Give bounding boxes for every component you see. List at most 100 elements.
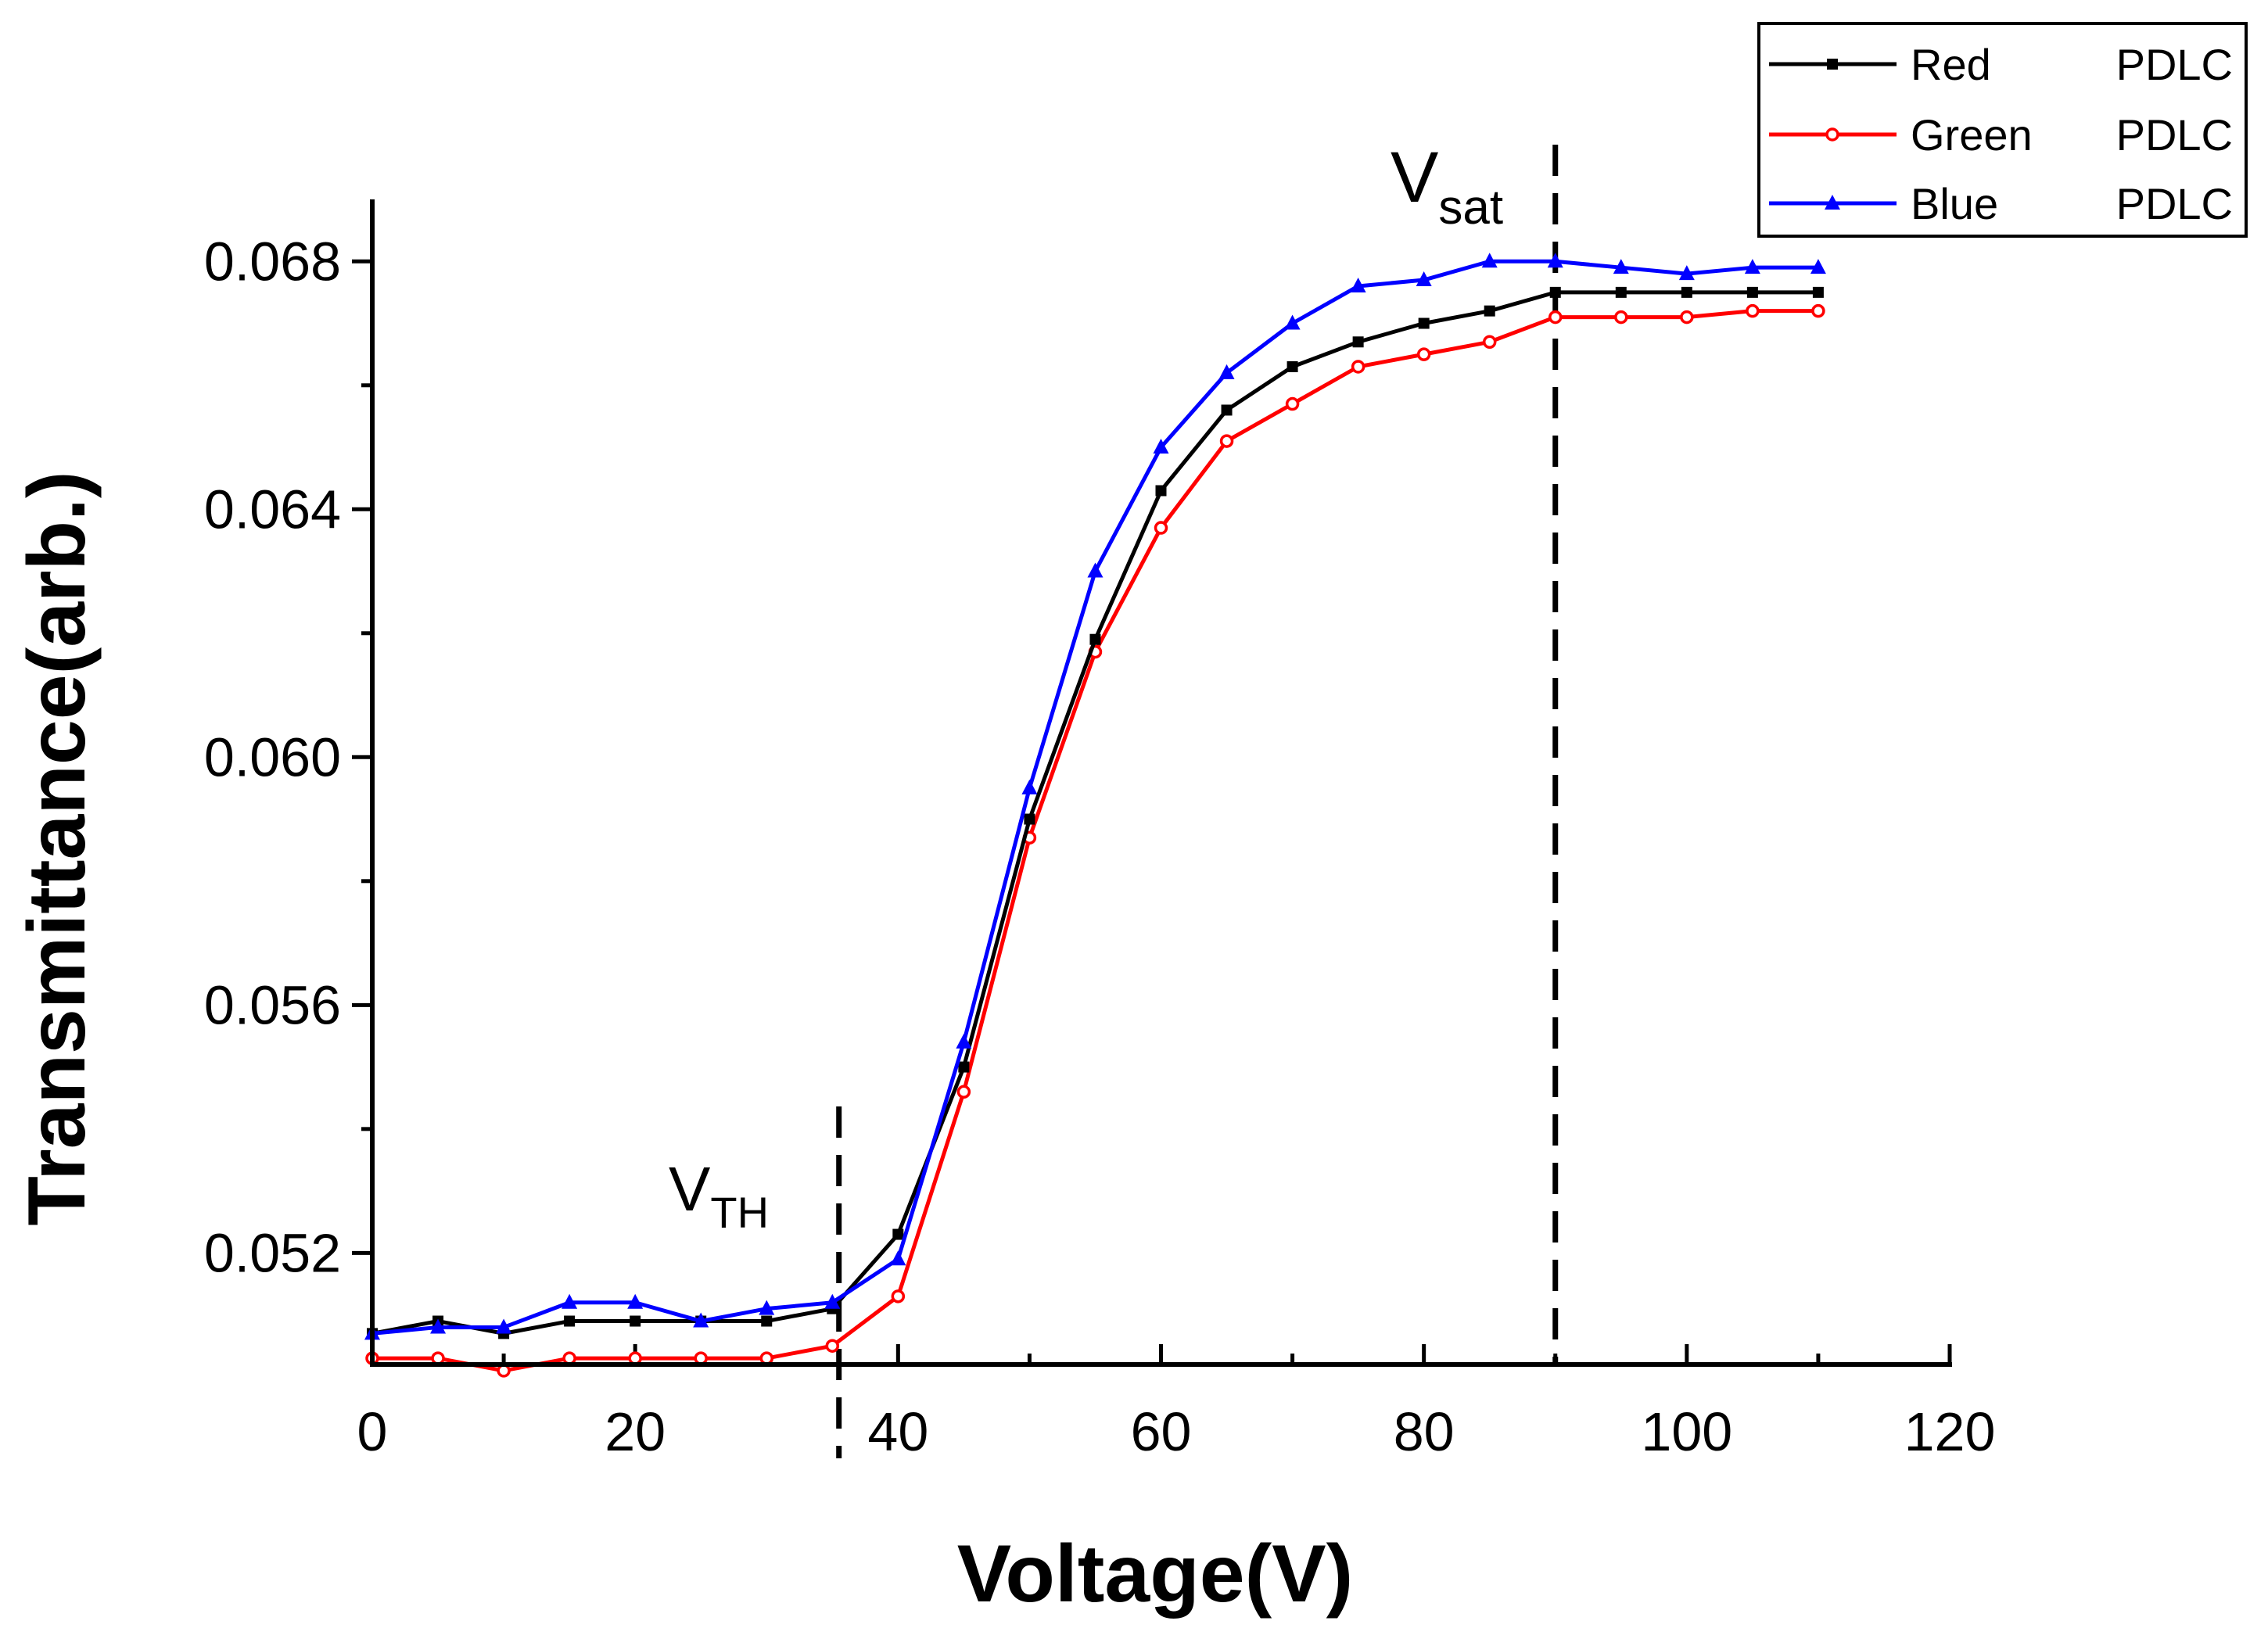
x-tick-label: 0 — [357, 1401, 388, 1462]
y-tick-label: 0.060 — [204, 726, 341, 787]
data-point — [1615, 286, 1627, 298]
data-point — [824, 1293, 841, 1309]
legend-item-red: Red PDLC — [1769, 40, 2233, 89]
series-line-blue — [371, 259, 1818, 1336]
data-point — [1746, 303, 1760, 318]
data-point — [1285, 396, 1300, 411]
data-point — [1746, 286, 1758, 298]
data-point — [958, 1061, 970, 1073]
annotation-sub: TH — [710, 1188, 769, 1237]
threshold-lines — [836, 145, 1559, 1458]
data-point — [1219, 434, 1234, 448]
data-point — [1484, 305, 1495, 317]
annotation-main: V — [1391, 138, 1438, 217]
data-point — [825, 1339, 840, 1353]
data-point — [1810, 259, 1826, 274]
data-point — [1287, 360, 1298, 372]
data-point — [956, 1085, 971, 1099]
data-point — [630, 1315, 641, 1327]
legend-label-name: Green — [1911, 110, 2033, 160]
series-line-green — [372, 309, 1818, 1373]
x-tick-label: 60 — [1131, 1401, 1192, 1462]
annotation-sat: Vsat — [1391, 138, 1503, 235]
annotation-th: VTH — [669, 1154, 769, 1237]
data-point — [1155, 485, 1167, 497]
legend: Red PDLC Green PDLC Blue PDLC — [1757, 22, 2248, 238]
legend-label-suffix: PDLC — [2116, 40, 2233, 89]
data-point — [1416, 271, 1432, 287]
data-point — [694, 1351, 708, 1365]
y-axis-title: Transmittance(arb.) — [12, 471, 102, 1225]
data-point — [1678, 265, 1695, 281]
data-point — [562, 1351, 576, 1365]
tick-labels: 0 20 40 60 80 100 120 0.052 0.056 0.060 0.064 0.068 — [204, 231, 1996, 1462]
data-point — [1024, 813, 1035, 825]
data-point — [496, 1318, 512, 1334]
data-point — [1089, 633, 1101, 645]
data-point — [693, 1312, 709, 1328]
x-tick-label: 20 — [605, 1401, 666, 1462]
series-line-red — [371, 290, 1818, 1336]
data-point — [564, 1315, 576, 1327]
x-tick-label: 40 — [867, 1401, 928, 1462]
series-blue — [364, 253, 1826, 1340]
data-point — [562, 1293, 578, 1309]
y-tick-label: 0.068 — [204, 231, 341, 292]
data-point — [1680, 310, 1694, 325]
data-point — [1744, 259, 1760, 274]
axis-ticks — [352, 259, 1952, 1364]
legend-item-blue: Blue PDLC — [1769, 179, 2233, 228]
annotation-main: V — [669, 1154, 711, 1224]
data-point — [1549, 286, 1561, 298]
data-point — [431, 1351, 445, 1365]
data-point — [430, 1318, 447, 1334]
data-point — [1218, 364, 1235, 379]
series-layer — [364, 253, 1826, 1378]
data-point — [1548, 310, 1563, 325]
x-tick-label: 100 — [1641, 1401, 1732, 1462]
legend-label-name: Red — [1911, 40, 1991, 89]
data-point — [759, 1300, 775, 1315]
data-point — [1827, 59, 1838, 70]
data-point — [1154, 521, 1168, 535]
series-green — [365, 303, 1825, 1378]
data-point — [628, 1351, 642, 1365]
data-point — [890, 1250, 906, 1266]
data-point — [1021, 779, 1038, 794]
data-point — [1811, 303, 1825, 318]
legend-box — [1757, 22, 2248, 238]
data-point — [1350, 277, 1366, 292]
data-point — [627, 1293, 644, 1309]
data-point — [1351, 360, 1365, 374]
data-point — [1352, 336, 1364, 348]
data-point — [1547, 253, 1563, 268]
legend-label-suffix: PDLC — [2116, 110, 2233, 160]
annotation-sub: sat — [1438, 181, 1503, 235]
x-tick-label: 80 — [1394, 1401, 1455, 1462]
data-point — [759, 1351, 773, 1365]
data-point — [497, 1364, 511, 1378]
y-tick-label: 0.064 — [204, 479, 341, 540]
y-tick-label: 0.056 — [204, 974, 341, 1035]
data-point — [1481, 253, 1498, 268]
legend-label-name: Blue — [1911, 179, 1998, 228]
data-point — [891, 1289, 906, 1303]
x-tick-label: 120 — [1904, 1401, 1996, 1462]
data-point — [1613, 259, 1629, 274]
data-point — [1416, 347, 1431, 361]
legend-item-green: Green PDLC — [1769, 110, 2233, 160]
legend-label-suffix: PDLC — [2116, 179, 2233, 228]
series-red — [367, 286, 1824, 1339]
data-point — [1482, 335, 1497, 350]
x-axis-title: Voltage(V) — [957, 1529, 1354, 1619]
data-point — [1825, 127, 1839, 142]
data-point — [1614, 310, 1628, 325]
data-point — [761, 1315, 773, 1327]
data-point — [1812, 286, 1824, 298]
data-point — [1418, 317, 1430, 329]
data-point — [1825, 195, 1840, 210]
data-point — [1221, 404, 1233, 416]
data-point — [956, 1033, 972, 1049]
